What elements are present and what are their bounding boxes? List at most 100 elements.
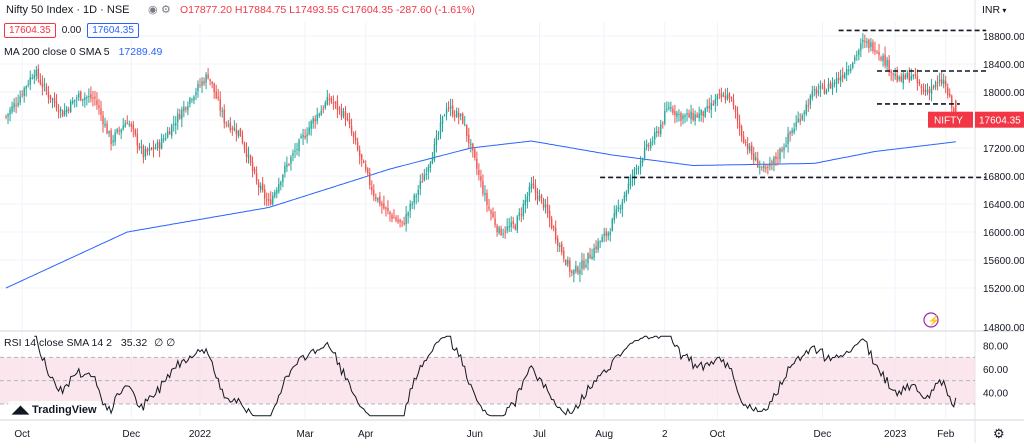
candle-body: [942, 80, 945, 84]
rsi-legend[interactable]: RSI 14 close SMA 14 2 35.32 ∅ ∅: [4, 337, 175, 349]
candle-body: [676, 112, 678, 117]
settings-icon[interactable]: ⚙: [161, 4, 171, 16]
candle: [773, 155, 775, 172]
candle-body: [559, 245, 561, 247]
candle-body: [312, 118, 314, 124]
candle-body: [80, 91, 82, 101]
candle-body: [918, 81, 921, 85]
candle-body: [57, 110, 60, 113]
candle: [494, 211, 496, 228]
y-tick-label: 18800.00: [983, 32, 1024, 43]
candle-body: [829, 82, 832, 88]
candle-body: [629, 177, 632, 186]
candle: [904, 72, 906, 80]
candle: [371, 180, 373, 195]
candle: [302, 128, 304, 146]
candle-body: [833, 82, 836, 84]
candle: [694, 110, 696, 126]
candle: [423, 168, 426, 182]
candle: [166, 126, 169, 139]
candle: [575, 260, 577, 274]
candle: [928, 86, 931, 101]
candle: [817, 83, 820, 97]
candle: [516, 214, 518, 233]
candle: [385, 206, 387, 217]
candle: [637, 165, 640, 175]
candle-body: [504, 231, 506, 233]
candle-body: [265, 199, 268, 201]
gear-icon[interactable]: ⚙: [993, 426, 1005, 441]
candle-body: [130, 124, 133, 127]
candle-body: [5, 116, 7, 118]
candle: [884, 46, 886, 69]
candle-body: [381, 203, 383, 206]
candle: [579, 262, 581, 283]
candle-body: [955, 100, 957, 120]
x-tick-label: Apr: [358, 429, 374, 440]
candle: [340, 103, 343, 121]
buy-price-button[interactable]: 17604.35: [87, 23, 139, 38]
candle-body: [128, 124, 130, 126]
candle: [512, 216, 514, 229]
candle-body: [532, 183, 535, 187]
candle-body: [544, 204, 547, 208]
candle-body: [728, 93, 731, 99]
candle-body: [916, 76, 919, 83]
candle-body: [399, 219, 401, 222]
sell-price-button[interactable]: 17604.35: [4, 23, 56, 38]
x-tick-label: Mar: [296, 429, 314, 440]
candle-body: [43, 84, 46, 86]
candle: [532, 175, 535, 190]
candle-body: [310, 121, 312, 129]
candle-body: [706, 106, 708, 109]
order-panel[interactable]: 17604.35 0.00 17604.35: [4, 23, 145, 38]
candle-body: [231, 128, 234, 130]
candle-body: [314, 119, 316, 122]
candle-body: [660, 124, 662, 135]
x-tick-label: Aug: [595, 429, 613, 440]
candle: [597, 238, 599, 253]
candle: [53, 92, 56, 108]
candle-body: [595, 246, 597, 250]
candle-body: [405, 213, 407, 225]
candle-body: [944, 80, 947, 87]
candle: [274, 189, 276, 199]
eye-icon[interactable]: ◉: [148, 4, 158, 16]
candle: [472, 142, 474, 158]
candle-body: [84, 97, 86, 100]
candle: [284, 161, 286, 178]
candle-body: [641, 159, 644, 163]
candle: [641, 157, 644, 167]
currency-label: INR: [982, 4, 1001, 16]
candle-body: [858, 50, 860, 56]
ma-legend[interactable]: MA 200 close 0 SMA 5 17289.49: [4, 46, 162, 58]
candle: [880, 55, 882, 62]
candle-body: [270, 199, 272, 205]
candle-body: [294, 150, 296, 152]
candle: [132, 120, 135, 138]
candle-body: [29, 76, 31, 85]
symbol-legend[interactable]: Nifty 50 Index · 1D · NSE: [6, 4, 130, 16]
candle-body: [324, 102, 327, 108]
candle-body: [627, 183, 630, 192]
candle: [377, 197, 379, 203]
candle-body: [710, 102, 712, 110]
candle-body: [393, 217, 395, 219]
candle: [924, 84, 927, 97]
candle-body: [249, 156, 252, 163]
currency-selector[interactable]: INR ▾: [982, 4, 1006, 16]
candle: [205, 72, 207, 90]
candle: [595, 240, 597, 254]
candle-body: [35, 70, 38, 77]
candle: [29, 70, 31, 91]
candle: [619, 204, 622, 214]
candle: [567, 256, 569, 268]
candle: [524, 194, 527, 214]
candle: [896, 66, 898, 83]
lightning-glyph: ⚡: [928, 314, 940, 327]
candle-body: [831, 82, 834, 90]
candle: [11, 101, 13, 115]
candle-body: [360, 154, 363, 160]
